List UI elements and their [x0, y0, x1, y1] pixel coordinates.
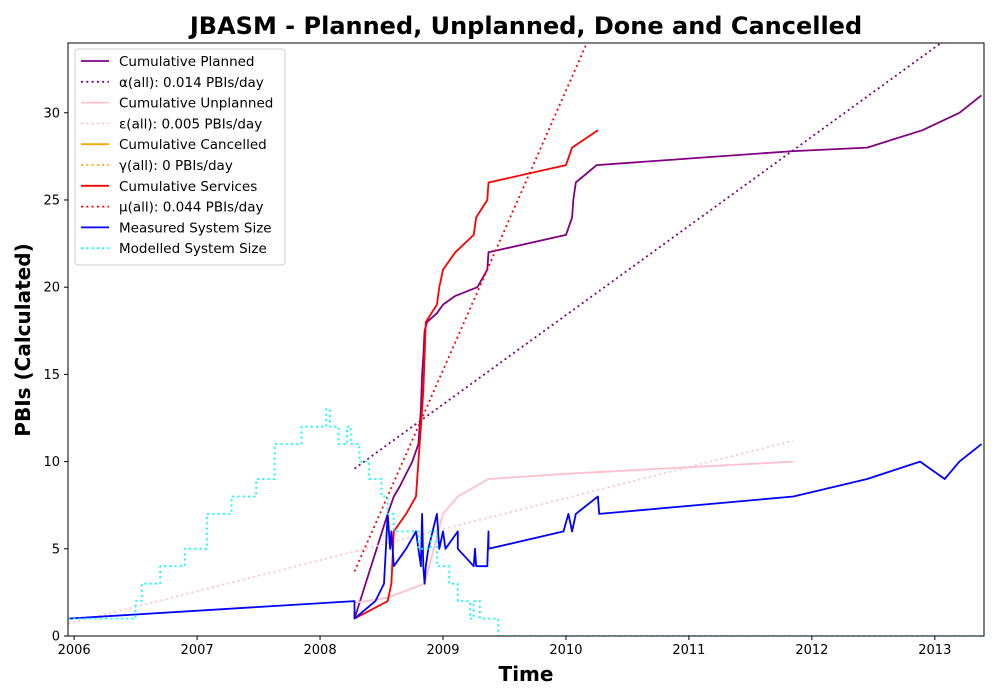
y-tick-label: 25: [43, 193, 60, 208]
legend-label: ε(all): 0.005 PBIs/day: [119, 116, 262, 132]
series-line-cumulative-services: [354, 129, 599, 620]
y-tick-label: 5: [52, 542, 60, 557]
legend-label: γ(all): 0 PBIs/day: [119, 158, 233, 174]
legend-box: [74, 48, 286, 266]
legend-label: Cumulative Services: [119, 179, 257, 195]
series-line-modelled-system-size: [68, 408, 984, 636]
legend-label: α(all): 0.014 PBIs/day: [119, 75, 264, 91]
x-tick-label: 2010: [549, 643, 582, 658]
x-tick-label: 2012: [795, 643, 828, 658]
series-line-all-0-044-pbis-day: [353, 43, 588, 572]
legend-label: Cumulative Unplanned: [119, 96, 273, 112]
x-axis-label: Time: [499, 662, 554, 686]
legend-label: Measured System Size: [119, 220, 272, 236]
chart-title: JBASM - Planned, Unplanned, Done and Can…: [188, 12, 862, 40]
x-tick-label: 2008: [304, 643, 337, 658]
x-axis: 2006 2007 2008 2009 2010 2011 2012 2013: [58, 636, 951, 658]
y-tick-label: 15: [43, 368, 60, 383]
x-tick-label: 2009: [426, 643, 459, 658]
y-tick-label: 0: [52, 630, 60, 645]
legend-label: μ(all): 0.044 PBIs/day: [119, 200, 263, 216]
x-tick-label: 2013: [918, 643, 951, 658]
series-line-measured-system-size: [68, 443, 983, 620]
y-tick-label: 10: [43, 455, 60, 470]
y-axis-label: PBIs (Calculated): [11, 243, 35, 436]
legend-label: Cumulative Planned: [119, 54, 255, 70]
legend-label: Cumulative Cancelled: [119, 137, 267, 153]
y-tick-label: 30: [43, 106, 60, 121]
legend: Cumulative Planned α(all): 0.014 PBIs/day…: [74, 48, 286, 266]
plot-frame: [67, 42, 985, 637]
legend-label: Modelled System Size: [119, 241, 267, 257]
series-line-cumulative-planned: [353, 94, 983, 619]
series-line-cumulative-unplanned: [354, 460, 794, 604]
x-tick-label: 2006: [58, 643, 91, 658]
x-tick-label: 2007: [181, 643, 214, 658]
x-tick-label: 2011: [672, 643, 705, 658]
plot-area: [68, 43, 984, 636]
series-line-all-0-014-pbis-day: [353, 43, 942, 470]
y-tick-label: 20: [43, 281, 60, 296]
y-axis: 0 5 10 15 20 25 30: [43, 106, 68, 645]
